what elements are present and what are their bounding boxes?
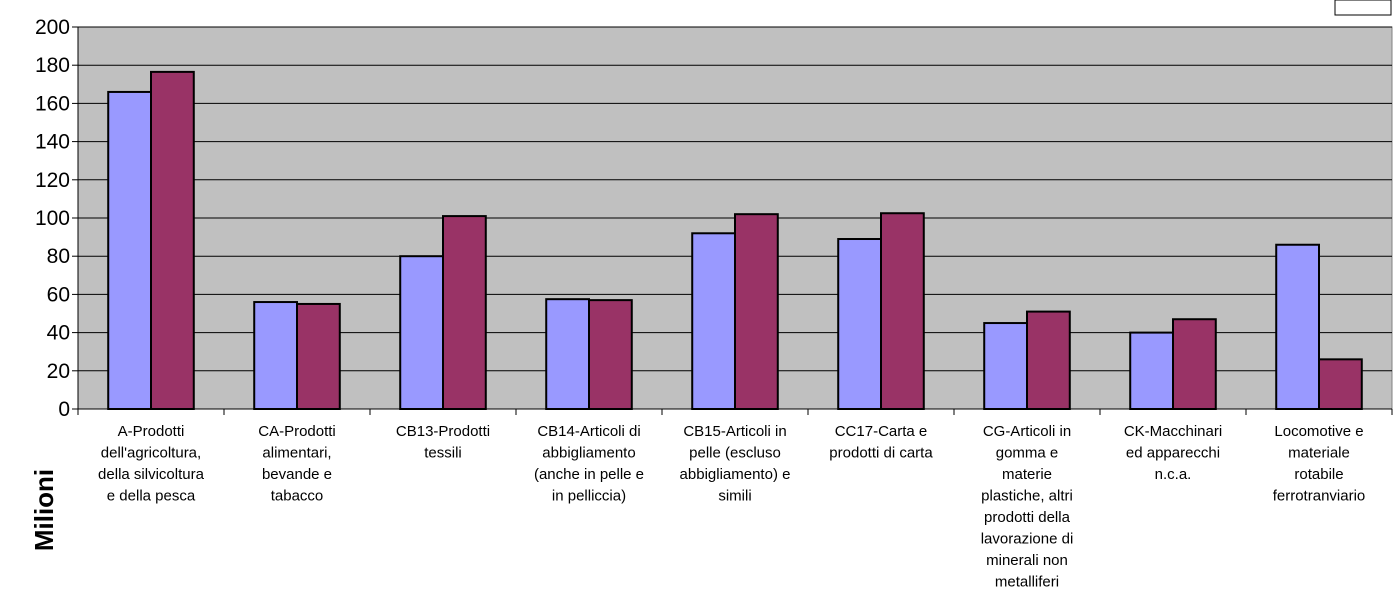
bar-series1 xyxy=(691,232,736,410)
x-tick-label-line: n.c.a. xyxy=(1155,466,1192,483)
y-tick-label: 100 xyxy=(35,207,70,230)
bar-series1 xyxy=(253,301,298,411)
x-tick-label-line: abbigliamento) e xyxy=(680,466,791,483)
bar-series2 xyxy=(1026,310,1071,410)
y-tick-label: 20 xyxy=(47,360,70,383)
x-tick-label-line: ferrotranviario xyxy=(1273,488,1366,505)
bar-series2 xyxy=(1318,358,1363,410)
bar-series2 xyxy=(1172,318,1217,411)
x-tick-label-line: CB15-Articoli in xyxy=(683,423,786,440)
x-tick-label: CC17-Carta e prodotti di carta xyxy=(829,423,933,462)
x-tick-label-line: plastiche, altri xyxy=(981,488,1073,505)
x-tick-label: CB14-Articoli di abbigliamento (anche in p… xyxy=(534,423,644,505)
x-tick-label-line: dell'agricoltura, xyxy=(101,445,201,462)
bar-series1 xyxy=(837,238,882,410)
x-tick-label: CB15-Articoli in pelle (escluso abbigliame… xyxy=(680,423,791,505)
axes xyxy=(72,26,1393,415)
x-tick-label-line: rotabile xyxy=(1294,466,1343,483)
bar-series1 xyxy=(983,322,1028,410)
x-tick-label-line: tessili xyxy=(424,445,462,462)
bar-series1 xyxy=(545,298,590,410)
x-tick-label-line: tabacco xyxy=(271,488,324,505)
x-tick-label-line: materie xyxy=(1002,466,1052,483)
x-tick-label-line: bevande e xyxy=(262,466,332,483)
x-tick-label: Locomotive e materiale rotabile ferrotranvi… xyxy=(1273,423,1366,505)
x-tick-label: CG-Articoli in gomma e materie plastiche, a… xyxy=(981,423,1074,591)
bar-series2 xyxy=(296,302,341,411)
x-tick-label: A-Prodotti dell'agricoltura, della silvico… xyxy=(98,423,205,505)
x-tick-label-line: ed apparecchi xyxy=(1126,445,1220,462)
bar-series2 xyxy=(442,215,487,410)
x-tick-labels: A-Prodotti dell'agricoltura, della silvico… xyxy=(98,423,1365,591)
y-tick-label: 40 xyxy=(47,322,70,345)
y-tick-labels: 0 20 40 60 80 100 120 140 160 180 200 xyxy=(35,16,70,421)
y-tick-label: 0 xyxy=(58,398,70,421)
x-tick-label-line: CC17-Carta e xyxy=(835,423,928,440)
x-tick-label: CB13-Prodotti tessili xyxy=(396,423,490,462)
x-tick-label-line: (anche in pelle e xyxy=(534,466,644,483)
bar-series1 xyxy=(1275,243,1321,410)
x-tick-label-line: A-Prodotti xyxy=(118,423,185,440)
x-tick-label-line: in pelliccia) xyxy=(552,488,626,505)
x-tick-label-line: materiale xyxy=(1288,445,1350,462)
x-tick-label-line: gomma e xyxy=(996,445,1059,462)
x-tick-label-line: Locomotive e xyxy=(1274,423,1363,440)
x-tick-label-line: alimentari, xyxy=(262,445,331,462)
y-tick-label: 80 xyxy=(47,245,70,268)
x-tick-label-line: abbigliamento xyxy=(542,445,635,462)
bar-series1 xyxy=(107,90,152,410)
bar-series2 xyxy=(150,70,195,410)
x-tick-label-line: CG-Articoli in xyxy=(983,423,1071,440)
y-tick-label: 140 xyxy=(35,131,70,154)
bar-series2 xyxy=(734,213,779,410)
x-tick-label-line: CA-Prodotti xyxy=(258,423,336,440)
bar-series2 xyxy=(880,212,925,410)
x-tick-label-line: pelle (escluso xyxy=(689,445,781,462)
bar-series1 xyxy=(399,255,444,411)
x-tick-label-line: metalliferi xyxy=(995,574,1059,591)
x-tick-label-line: prodotti della xyxy=(984,509,1071,526)
x-tick-label-line: minerali non xyxy=(986,552,1068,569)
bar-series1 xyxy=(1129,331,1175,411)
x-tick-label-line: e della pesca xyxy=(107,488,196,505)
legend-box xyxy=(1334,0,1392,16)
y-tick-label: 160 xyxy=(35,92,70,115)
y-tick-label: 200 xyxy=(35,16,70,39)
x-tick-label-line: CB13-Prodotti xyxy=(396,423,490,440)
x-tick-label-line: CK-Macchinari xyxy=(1124,423,1222,440)
x-tick-label-line: CB14-Articoli di xyxy=(537,423,640,440)
x-tick-label-line: della silvicoltura xyxy=(98,466,205,483)
y-tick-label: 60 xyxy=(47,283,70,306)
y-axis-title: Milioni xyxy=(29,469,59,551)
x-tick-label: CA-Prodotti alimentari, bevande e tabacco xyxy=(258,423,336,505)
y-tick-label: 120 xyxy=(35,169,70,192)
y-tick-label: 180 xyxy=(35,54,70,77)
x-tick-label-line: prodotti di carta xyxy=(829,445,933,462)
x-tick-label-line: lavorazione di xyxy=(981,531,1074,548)
x-tick-label: CK-Macchinari ed apparecchi n.c.a. xyxy=(1124,423,1222,483)
bar-series2 xyxy=(588,299,633,411)
x-tick-label-line: simili xyxy=(718,488,751,505)
